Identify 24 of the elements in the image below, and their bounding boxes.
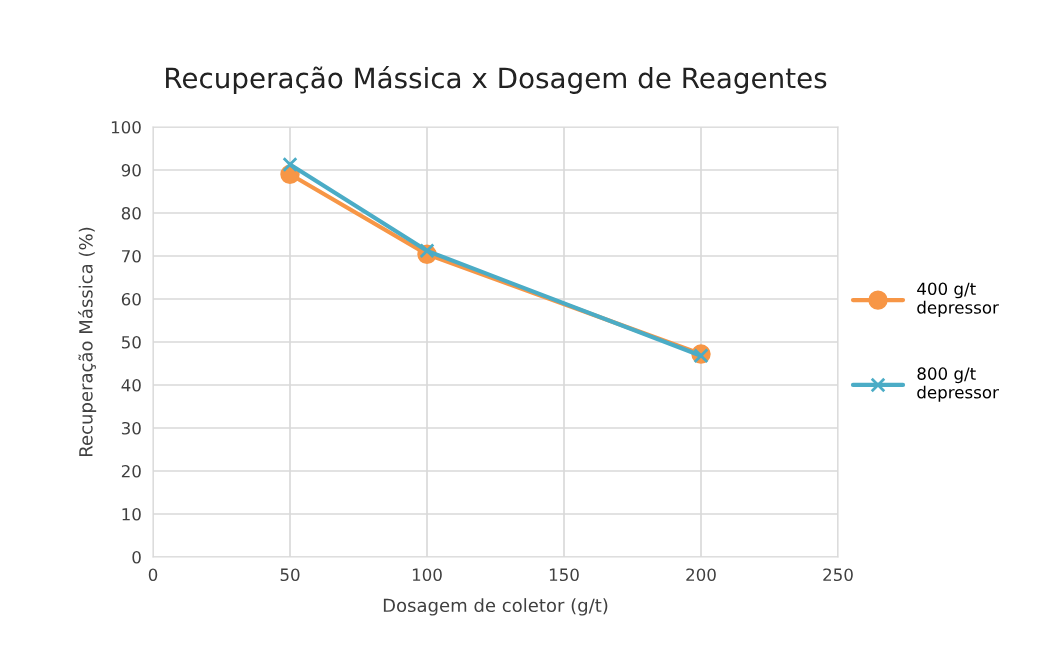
y-tick-label: 30 [121,421,141,435]
legend-label: 400 g/t depressor [917,282,999,317]
x-axis-title: Dosagem de coletor (g/t) [383,598,608,616]
x-tick-label: 200 [686,568,716,582]
y-tick-label: 100 [111,120,141,134]
point [282,156,298,173]
y-tick-label: 20 [121,464,141,478]
y-tick-label: 0 [132,550,141,564]
y-tick-label: 90 [121,163,141,177]
y-tick-label: 10 [122,507,141,521]
point [419,243,435,259]
chart-title: Recuperação Mássica x Dosagem de Reagentes [166,65,827,94]
y-axis-title: Recuperação Mássica (%) [77,227,97,456]
x-tick-label: 250 [823,568,853,582]
y-tick-label: 50 [121,335,141,349]
y-tick-label: 70 [122,249,141,263]
y-tick-label: 60 [121,292,141,306]
x-tick-label: 0 [148,568,158,582]
x-tick-label: 150 [549,568,579,582]
x-tick-label: 100 [412,568,442,582]
y-tick-label: 40 [121,378,141,392]
x-tick-label: 50 [280,568,300,582]
legend-label: 800 g/t depressor [917,367,999,402]
y-tick-label: 80 [121,206,141,220]
